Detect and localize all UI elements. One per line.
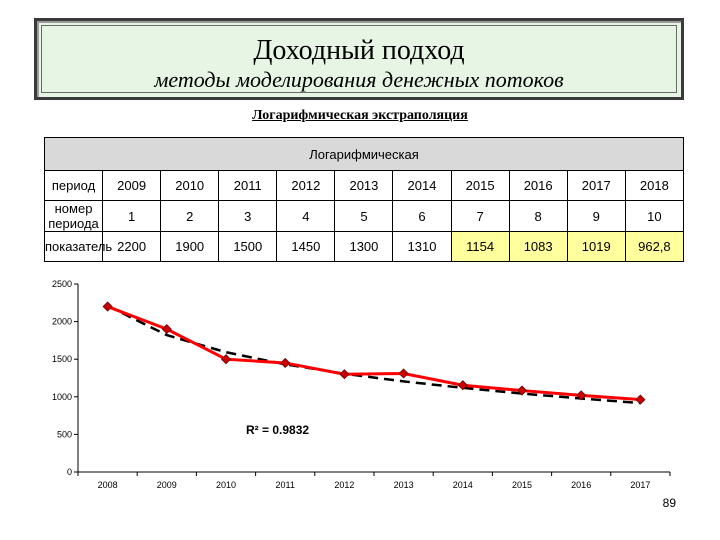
header-box: Доходный подход методы моделирования ден… <box>34 18 684 100</box>
y-tick-label: 1500 <box>52 354 72 364</box>
row-label: период <box>43 170 104 201</box>
table-cell: 4 <box>276 200 336 232</box>
table-cell: 962,8 <box>624 231 685 262</box>
table-cell: 8 <box>508 200 568 232</box>
y-tick-label: 2000 <box>52 317 72 327</box>
table-cell: 2 <box>160 200 220 232</box>
data-point <box>398 368 409 379</box>
page-number: 89 <box>662 496 676 510</box>
x-tick-label: 2008 <box>98 480 118 490</box>
data-point <box>576 390 587 401</box>
table-cell: 6 <box>392 200 452 232</box>
data-point <box>516 385 528 396</box>
trend-line <box>107 304 641 405</box>
table-row: показатель 2200 1900 1500 1450 1300 1310 1154 10… <box>43 231 685 262</box>
x-tick-label: 2012 <box>334 480 354 490</box>
y-tick-label: 2500 <box>52 279 72 289</box>
line-chart: 0 500 1000 1500 2000 2500 2008 2009 2010 2011 2012… <box>52 279 671 490</box>
table-cell: 2010 <box>160 170 220 201</box>
r-squared-annotation: R² = 0.9832 <box>246 423 309 437</box>
table-cell: 1 <box>102 200 162 232</box>
x-tick-label: 2014 <box>453 480 473 490</box>
table-caption-row: Логарифмическая <box>44 137 684 171</box>
page-title: Доходный подход <box>253 35 465 66</box>
row-label: показатель <box>43 231 112 262</box>
table-cell: 2200 <box>102 231 162 262</box>
table-cell: 1300 <box>334 231 394 262</box>
y-tick-label: 500 <box>57 429 72 439</box>
header-inner-frame <box>41 25 677 93</box>
table-cell: 1083 <box>508 231 568 262</box>
table-cell: 9 <box>566 200 626 232</box>
table-cell: 1019 <box>566 231 626 262</box>
table-cell: 3 <box>218 200 278 232</box>
table-cell: 2015 <box>450 170 510 201</box>
data-point <box>220 354 232 365</box>
section-title: Логарифмическая экстраполяция <box>252 108 468 123</box>
table-row: номер периода 1 2 3 4 5 6 7 8 9 10 <box>43 200 685 232</box>
y-tick-label: 1000 <box>52 392 72 402</box>
table-cell: 2014 <box>392 170 452 201</box>
data-point <box>280 357 291 369</box>
table-cell: 2016 <box>508 170 568 201</box>
table-cell: 2018 <box>624 170 685 201</box>
table-cell: 2013 <box>334 170 394 201</box>
table-cell: 10 <box>624 200 685 232</box>
page-subtitle: методы моделирования денежных потоков <box>154 67 564 92</box>
table-cell: 1310 <box>392 231 452 262</box>
data-table: Логарифмическая период 2009 2010 2011 2012 20… <box>43 137 685 262</box>
x-tick-label: 2010 <box>216 480 236 490</box>
table-cell: 2011 <box>218 170 278 201</box>
x-tick-label: 2013 <box>394 480 414 490</box>
x-tick-label: 2015 <box>512 480 532 490</box>
row-label: номер периода <box>43 200 104 232</box>
x-tick-label: 2017 <box>630 480 650 490</box>
table-cell: 1900 <box>160 231 220 262</box>
data-point <box>457 380 468 391</box>
table-row: период 2009 2010 2011 2012 2013 2014 2015 2016 20… <box>43 170 685 201</box>
table-cell: 2017 <box>566 170 626 201</box>
table-body: период 2009 2010 2011 2012 2013 2014 2015 2016 20… <box>43 170 685 262</box>
table-caption: Логарифмическая <box>44 137 684 171</box>
table-cell: 2009 <box>102 170 162 201</box>
table-cell: 1450 <box>276 231 336 262</box>
series-line <box>107 305 641 402</box>
data-point <box>161 324 172 335</box>
x-tick-label: 2011 <box>276 480 295 490</box>
table-cell: 5 <box>334 200 394 232</box>
y-tick-label: 0 <box>67 467 72 477</box>
data-point <box>635 394 646 405</box>
data-point <box>102 301 113 312</box>
table-cell: 1154 <box>450 231 510 262</box>
table-cell: 7 <box>450 200 510 232</box>
x-tick-label: 2016 <box>571 480 591 490</box>
data-point <box>339 369 350 380</box>
x-tick-label: 2009 <box>157 480 177 490</box>
table-cell: 2012 <box>276 170 336 201</box>
table-cell: 1500 <box>218 231 278 262</box>
